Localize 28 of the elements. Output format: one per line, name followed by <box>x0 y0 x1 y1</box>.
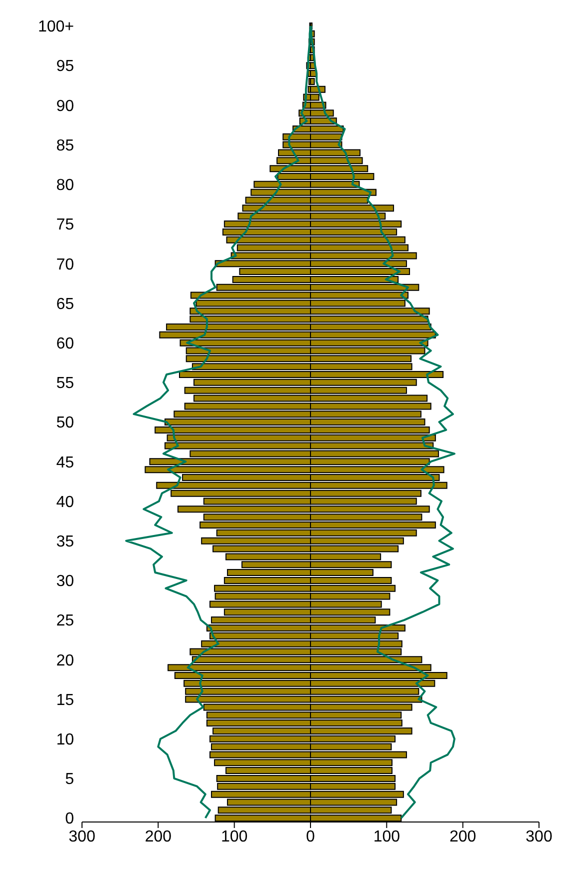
y-tick-label: 25 <box>56 612 74 630</box>
y-tick-label: 80 <box>56 177 74 194</box>
y-tick-label: 90 <box>56 98 74 115</box>
y-tick-label: 60 <box>56 335 74 352</box>
y-tick-label: 35 <box>56 533 74 550</box>
x-tick-label: 100 <box>373 828 400 846</box>
y-tick-label: 55 <box>56 375 74 392</box>
y-tick-label: 30 <box>56 573 74 590</box>
y-tick-label: 65 <box>56 296 74 313</box>
x-tick-label: 300 <box>526 828 552 846</box>
y-tick-label: 70 <box>56 256 74 274</box>
y-tick-label: 10 <box>56 732 74 749</box>
y-tick-label: 45 <box>56 454 74 472</box>
x-tick-label: 300 <box>68 828 96 846</box>
y-tick-label: 5 <box>65 771 74 788</box>
y-tick-label: 20 <box>56 652 74 670</box>
x-tick-label: 200 <box>144 828 172 846</box>
y-tick-label: 40 <box>56 494 74 511</box>
x-tick-label: 100 <box>220 828 248 846</box>
x-tick-label: 200 <box>449 828 476 846</box>
y-tick-label: 50 <box>56 414 74 432</box>
y-tick-label: 100+ <box>38 18 74 36</box>
y-tick-label: 0 <box>65 810 74 828</box>
y-tick-label: 75 <box>56 216 74 234</box>
x-tick-label: 0 <box>306 828 316 846</box>
y-tick-label: 15 <box>56 692 74 709</box>
y-tick-label: 95 <box>56 58 74 76</box>
y-tick-label: 85 <box>56 137 74 154</box>
